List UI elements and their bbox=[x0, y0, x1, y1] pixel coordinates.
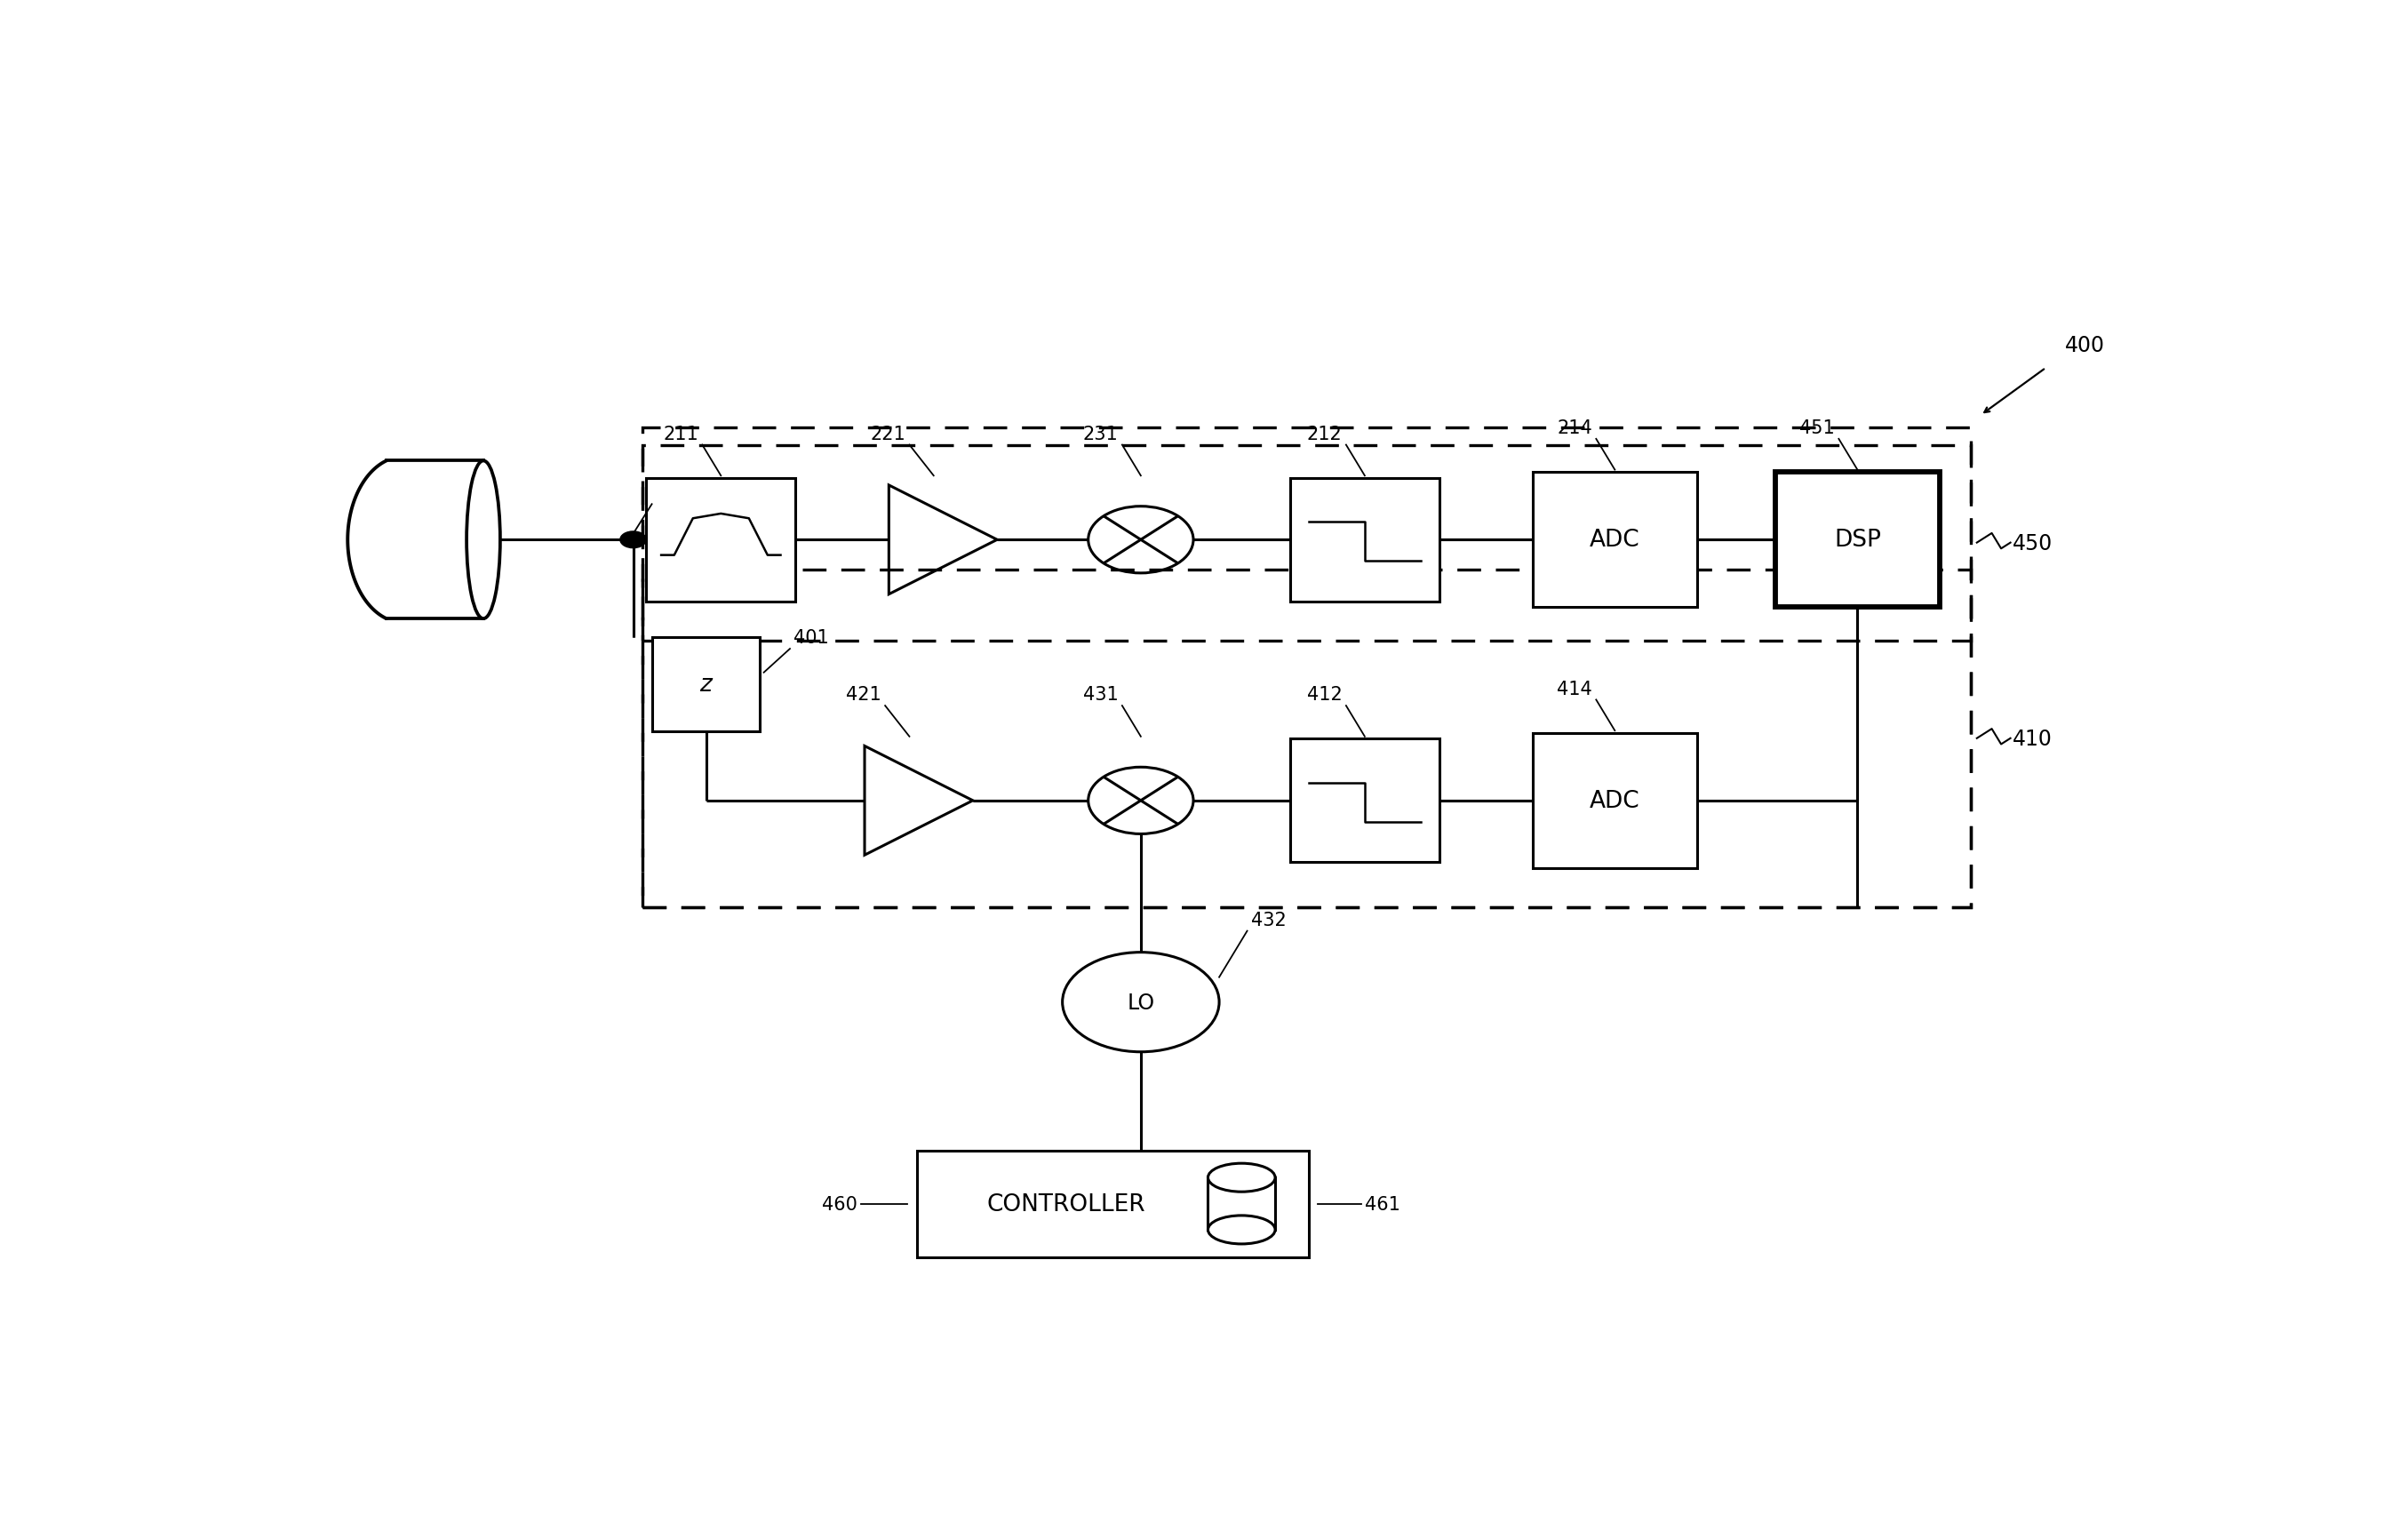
FancyBboxPatch shape bbox=[1531, 734, 1698, 868]
Ellipse shape bbox=[467, 462, 501, 619]
Text: 421: 421 bbox=[845, 686, 881, 703]
Text: 451: 451 bbox=[1799, 419, 1835, 437]
Text: 432: 432 bbox=[1250, 911, 1286, 930]
Text: 450: 450 bbox=[2013, 532, 2052, 554]
FancyBboxPatch shape bbox=[917, 1151, 1310, 1257]
Ellipse shape bbox=[1209, 1163, 1276, 1191]
Text: 400: 400 bbox=[2064, 336, 2105, 357]
Ellipse shape bbox=[1209, 1216, 1276, 1244]
Text: z: z bbox=[701, 673, 713, 696]
FancyBboxPatch shape bbox=[653, 637, 761, 733]
Text: 214: 214 bbox=[1558, 419, 1592, 437]
FancyBboxPatch shape bbox=[1209, 1177, 1276, 1230]
Text: 201: 201 bbox=[655, 486, 691, 503]
FancyBboxPatch shape bbox=[1775, 472, 1938, 608]
Text: 410: 410 bbox=[2013, 728, 2052, 749]
FancyBboxPatch shape bbox=[1531, 472, 1698, 608]
FancyBboxPatch shape bbox=[1291, 479, 1440, 602]
Text: 401: 401 bbox=[795, 629, 828, 646]
Text: CONTROLLER: CONTROLLER bbox=[987, 1193, 1146, 1216]
Text: LO: LO bbox=[1127, 991, 1153, 1013]
FancyBboxPatch shape bbox=[645, 479, 795, 602]
Text: 414: 414 bbox=[1558, 680, 1592, 697]
Text: 231: 231 bbox=[1084, 425, 1117, 443]
Circle shape bbox=[621, 532, 645, 548]
Text: DSP: DSP bbox=[1835, 528, 1881, 553]
Text: 461: 461 bbox=[1365, 1194, 1399, 1213]
Text: ADC: ADC bbox=[1589, 790, 1640, 813]
Text: 460: 460 bbox=[821, 1194, 857, 1213]
Text: 431: 431 bbox=[1084, 686, 1117, 703]
Text: 211: 211 bbox=[662, 425, 698, 443]
FancyBboxPatch shape bbox=[1291, 739, 1440, 862]
Text: ADC: ADC bbox=[1589, 528, 1640, 553]
Text: 212: 212 bbox=[1308, 425, 1341, 443]
Text: 221: 221 bbox=[869, 425, 905, 443]
Text: 412: 412 bbox=[1308, 686, 1341, 703]
